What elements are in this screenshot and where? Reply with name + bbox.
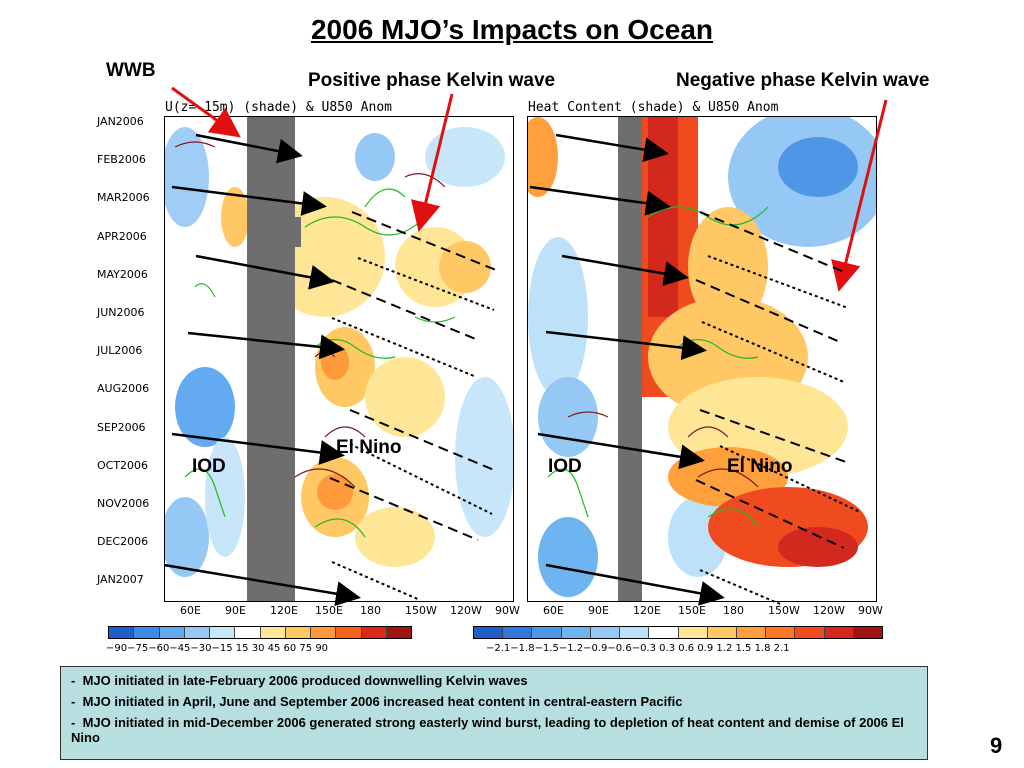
right-panel-title: Heat Content (shade) & U850 Anom <box>528 100 779 115</box>
note-1-text: MJO initiated in late-February 2006 prod… <box>82 673 528 688</box>
right-colorbar-ticks: −2.1−1.8−1.5−1.2−0.9−0.6−0.3 0.3 0.6 0.9… <box>486 643 790 654</box>
x-tick-label: 90W <box>858 604 883 617</box>
colorbar-swatch <box>235 627 261 638</box>
colorbar-swatch <box>184 627 210 638</box>
elnino-left-label: El Nino <box>336 437 402 458</box>
right-panel-shading <box>528 117 876 601</box>
iod-right-label: IOD <box>548 456 582 477</box>
x-tick-label: 60E <box>180 604 201 617</box>
left-colorbar-ticks: −90−75−60−45−30−15 15 30 45 60 75 90 <box>106 643 329 654</box>
note-3: - MJO initiated in mid-December 2006 gen… <box>71 715 904 745</box>
y-tick-label: FEB2006 <box>97 153 146 167</box>
colorbar-swatch <box>678 627 708 638</box>
right-hovmoller-panel <box>527 116 877 602</box>
y-tick-label: MAY2006 <box>97 267 148 281</box>
positive-kelvin-label: Positive phase Kelvin wave <box>308 70 556 91</box>
colorbar-swatch <box>795 627 825 638</box>
note-1: - MJO initiated in late-February 2006 pr… <box>71 673 528 688</box>
x-tick-label: 90E <box>588 604 609 617</box>
colorbar-swatch <box>311 627 337 638</box>
y-tick-label: OCT2006 <box>97 458 149 472</box>
colorbar-swatch <box>474 627 504 638</box>
negative-kelvin-label: Negative phase Kelvin wave <box>676 70 930 91</box>
y-tick-label: JAN2007 <box>97 573 144 587</box>
x-tick-label: 150W <box>405 604 437 617</box>
y-tick-label: NOV2006 <box>97 497 150 510</box>
note-3-text: MJO initiated in mid-December 2006 gener… <box>71 715 904 745</box>
page-number: 9 <box>990 733 1003 758</box>
colorbar-swatch <box>210 627 236 638</box>
colorbar-swatch <box>853 627 883 638</box>
left-hovmoller-panel <box>164 116 514 602</box>
x-tick-label: 180 <box>723 604 744 617</box>
elnino-right-label: El Nino <box>727 456 793 477</box>
y-tick-label: APR2006 <box>97 229 147 243</box>
colorbar-swatch <box>260 627 286 638</box>
y-tick-label: SEP2006 <box>97 420 146 434</box>
x-tick-label: 180 <box>360 604 381 617</box>
right-colorbar <box>473 626 883 639</box>
x-tick-label: 150W <box>768 604 800 617</box>
colorbar-swatch <box>336 627 362 638</box>
colorbar-swatch <box>649 627 679 638</box>
colorbar-swatch <box>159 627 185 638</box>
y-tick-label: MAR2006 <box>97 191 150 205</box>
x-tick-label: 60E <box>543 604 564 617</box>
wwb-label: WWB <box>106 60 156 81</box>
colorbar-swatch <box>620 627 650 638</box>
y-tick-label: JAN2006 <box>97 115 144 128</box>
slide-title: 2006 MJO’s Impacts on Ocean <box>310 14 714 45</box>
y-tick-label: DEC2006 <box>97 535 149 549</box>
colorbar-swatch <box>134 627 160 638</box>
colorbar-swatch <box>532 627 562 638</box>
colorbar-swatch <box>766 627 796 638</box>
left-panel-title: U(z= 15m) (shade) & U850 Anom <box>165 100 392 115</box>
note-2: - MJO initiated in April, June and Septe… <box>71 694 683 709</box>
y-tick-label: AUG2006 <box>97 382 150 396</box>
colorbar-swatch <box>707 627 737 638</box>
x-tick-label: 120E <box>633 604 661 617</box>
y-tick-label: JUN2006 <box>97 306 145 319</box>
y-tick-label: JUL2006 <box>97 344 143 358</box>
x-tick-label: 90E <box>225 604 246 617</box>
x-tick-label: 150E <box>315 604 343 617</box>
colorbar-swatch <box>109 627 135 638</box>
colorbar-swatch <box>386 627 411 638</box>
iod-left-label: IOD <box>192 456 226 477</box>
x-tick-label: 90W <box>495 604 520 617</box>
colorbar-swatch <box>736 627 767 638</box>
colorbar-swatch <box>590 627 621 638</box>
x-tick-label: 150E <box>678 604 706 617</box>
x-tick-label: 120E <box>270 604 298 617</box>
x-tick-label: 120W <box>813 604 845 617</box>
colorbar-swatch <box>561 627 591 638</box>
colorbar-swatch <box>824 627 854 638</box>
x-tick-label: 120W <box>450 604 482 617</box>
notes-box: - MJO initiated in late-February 2006 pr… <box>60 666 928 760</box>
note-2-text: MJO initiated in April, June and Septemb… <box>82 694 683 709</box>
left-panel-shading <box>165 117 513 601</box>
colorbar-swatch <box>503 627 533 638</box>
colorbar-swatch <box>361 627 387 638</box>
left-colorbar <box>108 626 412 639</box>
colorbar-swatch <box>285 627 311 638</box>
